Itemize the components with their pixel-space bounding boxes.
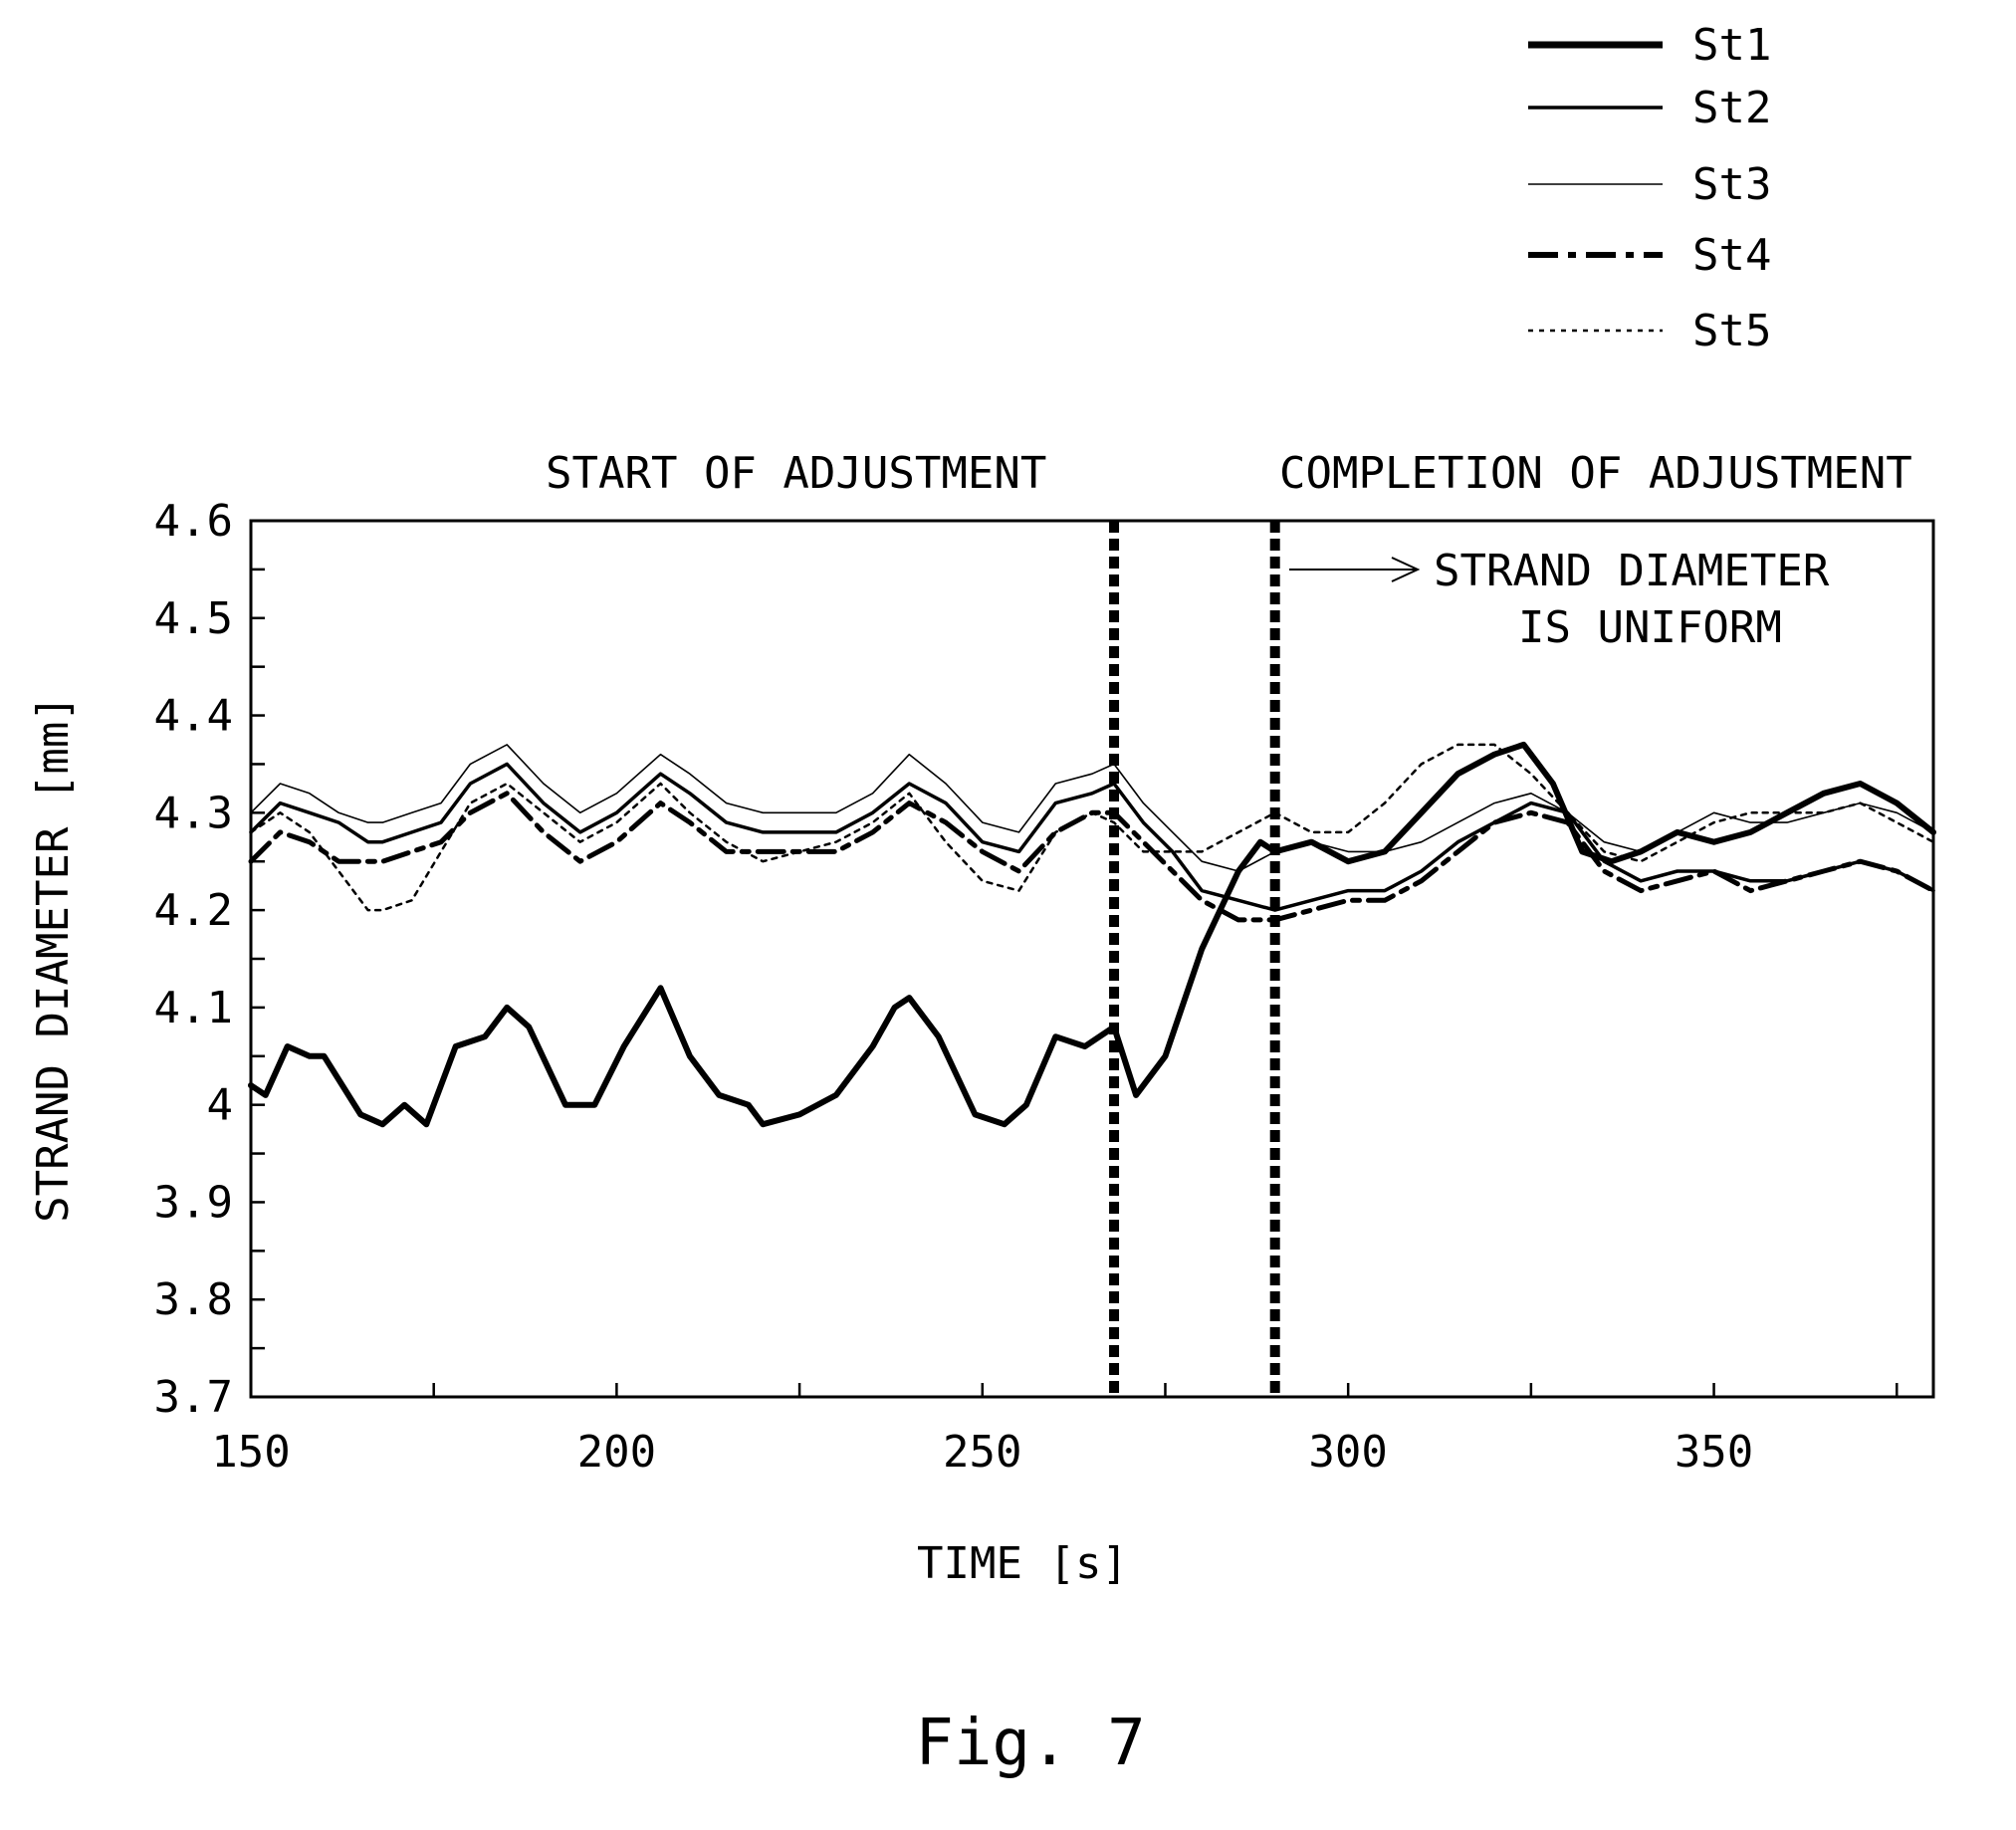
x-axis-title: TIME [s]	[917, 1538, 1128, 1589]
y-tick-label: 3.9	[154, 1177, 233, 1228]
uniform-note: STRAND DIAMETER IS UNIFORM	[1289, 546, 1830, 653]
x-tick-label: 250	[943, 1427, 1021, 1478]
x-tick-label: 300	[1308, 1427, 1387, 1478]
legend-label-st3: St3	[1692, 159, 1771, 210]
y-tick-label: 4	[207, 1080, 234, 1131]
y-tick-label: 3.7	[154, 1372, 233, 1423]
y-tick-label: 4.3	[154, 788, 233, 838]
x-tick-label: 350	[1675, 1427, 1753, 1478]
series-line-st1	[248, 741, 1936, 1128]
y-tick-label: 4.5	[154, 593, 233, 644]
legend-label-st5: St5	[1692, 306, 1771, 356]
completion-of-adjustment-label: COMPLETION OF ADJUSTMENT	[1279, 448, 1912, 499]
uniform-arrow-head	[1391, 557, 1421, 582]
legend-label-st1: St1	[1692, 20, 1771, 71]
series-line-st3	[250, 744, 1934, 872]
start-of-adjustment-label: START OF ADJUSTMENT	[546, 448, 1046, 499]
y-tick-label: 3.8	[154, 1274, 233, 1325]
y-tick-label: 4.1	[154, 983, 233, 1033]
legend-label-st2: St2	[1692, 83, 1771, 133]
x-tick-label: 200	[577, 1427, 656, 1478]
legend: St1 St2 St3 St4 St5	[1528, 20, 1771, 356]
y-axis-title: STRAND DIAMETER [mm]	[28, 695, 79, 1223]
plot-area: 3.7 3.8 3.9 4 4.1 4.2 4.3 4.4 4.5 4.6 150 200 250 300…	[154, 496, 1936, 1478]
y-tick-label: 4.6	[154, 496, 233, 547]
y-tick-label: 4.2	[154, 885, 233, 936]
uniform-note-line2: IS UNIFORM	[1518, 602, 1782, 653]
x-tick-label: 150	[211, 1427, 290, 1478]
figure-caption: Fig. 7	[915, 1707, 1145, 1780]
uniform-note-line1: STRAND DIAMETER	[1434, 546, 1830, 596]
series-line-st5	[249, 743, 1935, 912]
y-tick-label: 4.4	[154, 691, 233, 742]
legend-label-st4: St4	[1692, 230, 1771, 281]
series-line-st2	[249, 762, 1935, 912]
